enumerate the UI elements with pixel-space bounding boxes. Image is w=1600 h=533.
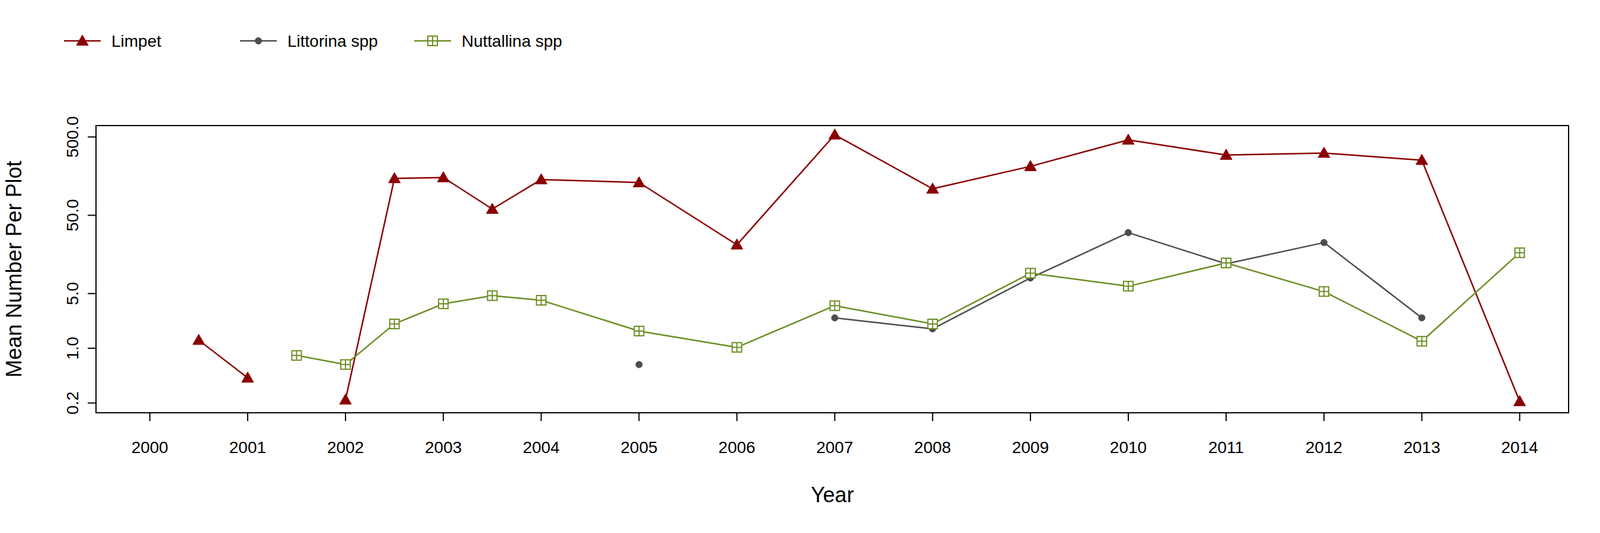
point xyxy=(1320,239,1328,246)
x-tick xyxy=(540,413,542,422)
x-tick xyxy=(344,413,347,422)
point xyxy=(1123,281,1134,291)
x-tick-label: 2000 xyxy=(131,438,169,457)
series-line xyxy=(834,232,1423,329)
point xyxy=(830,301,840,311)
point xyxy=(438,299,448,309)
point xyxy=(635,361,643,368)
x-tick-label: 2011 xyxy=(1208,438,1244,457)
x-axis-title: Year xyxy=(810,482,854,508)
legend: Limpet Littorina spp Nuttallina spp xyxy=(64,32,563,51)
x-tick xyxy=(1127,413,1129,422)
x-tick-label: 2004 xyxy=(522,438,560,457)
point xyxy=(831,314,838,322)
x-tick-label: 2014 xyxy=(1501,438,1538,457)
point xyxy=(1122,133,1135,145)
series xyxy=(635,229,1426,368)
x-tick-label: 2010 xyxy=(1109,438,1147,457)
point xyxy=(731,238,744,250)
y-axis-title: Mean Number Per Plot xyxy=(1,160,27,378)
y-tick-label: 50.0 xyxy=(63,199,82,232)
point xyxy=(241,372,254,383)
x-tick xyxy=(149,413,151,422)
point xyxy=(291,350,302,361)
point xyxy=(926,183,939,194)
series xyxy=(291,248,1525,370)
x-tick-label: 2005 xyxy=(620,438,658,457)
point xyxy=(1124,229,1132,236)
point xyxy=(1025,268,1036,278)
x-tick xyxy=(1421,413,1423,422)
x-tick-label: 2008 xyxy=(914,438,952,457)
x-tick xyxy=(638,413,640,422)
x-tick xyxy=(932,413,934,422)
x-tick-label: 2013 xyxy=(1403,438,1440,457)
point xyxy=(1415,154,1428,165)
x-tick-label: 2007 xyxy=(816,438,853,457)
point xyxy=(486,203,499,214)
y-tick xyxy=(87,293,96,295)
y-tick xyxy=(87,136,96,138)
legend-marker xyxy=(255,37,262,45)
x-tick xyxy=(1518,413,1520,422)
y-tick-label: 0.2 xyxy=(63,391,82,415)
y-tick-label: 1.0 xyxy=(63,337,82,361)
point xyxy=(536,295,546,306)
x-tick xyxy=(442,413,444,422)
legend-marker xyxy=(76,34,89,46)
point xyxy=(1220,149,1232,160)
point xyxy=(1416,336,1427,347)
legend-marker xyxy=(427,36,438,46)
point xyxy=(732,342,742,352)
x-tick-label: 2012 xyxy=(1305,438,1343,457)
point xyxy=(1513,395,1526,407)
x-tick-label: 2003 xyxy=(424,438,462,457)
plot-frame xyxy=(96,125,1569,414)
y-tick-label: 5.0 xyxy=(63,282,82,306)
point xyxy=(1221,258,1231,268)
x-tick-label: 2002 xyxy=(327,438,364,457)
point xyxy=(1024,160,1037,172)
chart: 2000 2001 2002 2003 2004 2005 2006 2007 2008 2009… xyxy=(0,0,1600,533)
point xyxy=(340,360,351,370)
point xyxy=(1418,314,1426,322)
x-tick-label: 2009 xyxy=(1012,438,1049,457)
point xyxy=(1514,248,1525,258)
series-line xyxy=(198,135,1520,402)
x-tick xyxy=(1323,413,1325,422)
x-tick xyxy=(247,413,249,422)
plot-area xyxy=(192,129,1526,407)
point xyxy=(437,171,450,183)
legend-label: Littorina spp xyxy=(287,32,379,51)
x-tick-label: 2006 xyxy=(718,438,755,457)
point xyxy=(192,334,205,345)
series-line xyxy=(296,253,1520,366)
x-tick xyxy=(1029,413,1032,422)
legend-label: Nuttallina spp xyxy=(461,32,563,51)
x-tick xyxy=(1225,413,1227,422)
point xyxy=(632,176,645,188)
point xyxy=(634,326,644,336)
point xyxy=(389,319,400,329)
point xyxy=(339,394,352,405)
y-tick-label: 500.0 xyxy=(63,116,82,158)
y-tick xyxy=(87,402,96,404)
x-tick xyxy=(736,413,738,422)
series xyxy=(192,129,1526,407)
y-tick xyxy=(87,347,96,350)
x-tick xyxy=(834,413,836,422)
point xyxy=(1317,146,1330,158)
point xyxy=(829,129,841,140)
point xyxy=(535,173,547,185)
point xyxy=(1319,286,1329,297)
x-tick-label: 2001 xyxy=(229,438,267,457)
legend-label: Limpet xyxy=(111,32,162,51)
point xyxy=(487,290,498,301)
point xyxy=(388,172,401,184)
point xyxy=(928,319,938,329)
y-tick xyxy=(87,215,96,217)
